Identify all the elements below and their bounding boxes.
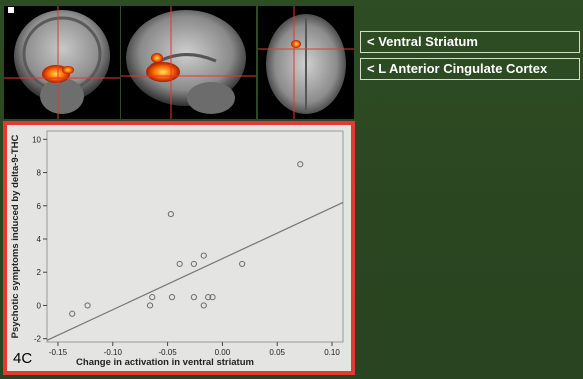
data-point [149,294,156,301]
y-tick-label: 2 [37,268,42,277]
data-point [69,310,76,317]
panel-tag: 4C [13,350,33,367]
data-point [200,302,207,309]
data-point [190,294,198,301]
brain-coronal-image [4,6,120,119]
data-point [297,161,304,168]
data-point [84,302,91,309]
ventral-striatum-label: < Ventral Striatum [360,31,580,53]
data-point [190,260,198,268]
data-point [167,210,174,218]
panel-marker [8,7,14,13]
brain-axial-image [258,6,354,119]
y-tick-label: 0 [37,301,42,310]
data-point [239,260,246,268]
data-point [146,302,154,309]
data-point [200,252,207,259]
y-axis: -2 0 2 4 6 8 10 [32,135,47,344]
data-point [209,294,216,301]
x-tick-label: -0.05 [158,348,177,357]
data-point [205,294,212,301]
y-axis-label: Psychotic symptoms induced by delta-9-TH… [10,134,21,338]
plot-area [46,130,344,343]
y-tick-label: 4 [37,235,42,244]
data-point [168,294,176,301]
brain-sagittal-image [121,6,256,119]
x-axis-label: Change in activation in ventral striatum [76,357,254,368]
y-tick-label: 10 [32,135,41,144]
scatter-chart-panel: -0.15 -0.10 -0.05 0.00 0.05 0.10 -2 0 2 4 6 8 10 Ch… [3,121,355,375]
x-tick-label: 0.10 [324,348,340,357]
scatter-chart: -0.15 -0.10 -0.05 0.00 0.05 0.10 -2 0 2 4 6 8 10 Ch… [10,130,344,368]
x-tick-label: -0.15 [49,348,68,357]
x-tick-label: 0.00 [215,348,231,357]
data-point [176,260,183,268]
anterior-cingulate-label: < L Anterior Cingulate Cortex [360,58,580,80]
x-tick-label: 0.05 [269,348,285,357]
x-axis: -0.15 -0.10 -0.05 0.00 0.05 0.10 [49,342,340,357]
y-tick-label: -2 [34,335,42,344]
fit-line-group [46,201,344,341]
x-tick-label: -0.10 [104,348,123,357]
y-tick-label: 8 [37,169,42,178]
regression-line [46,201,344,341]
data-points [69,161,304,317]
y-tick-label: 6 [37,202,42,211]
